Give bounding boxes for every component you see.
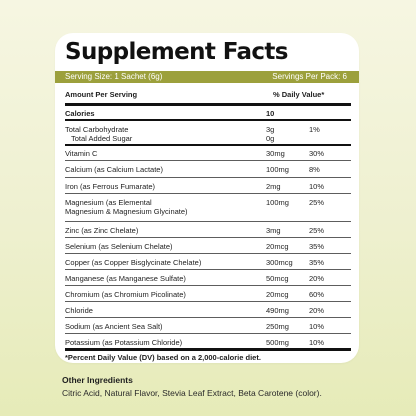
table-row: Copper (as Copper Bisglycinate Chelate) … <box>65 253 351 269</box>
table-row: Selenium (as Selenium Chelate) 20mcg 35% <box>65 237 351 253</box>
nutrient-name: Manganese (as Manganese Sulfate) <box>65 274 186 283</box>
table-row: Vitamin C 30mg 30% <box>65 144 351 160</box>
nutrient-dv: 20% <box>309 274 325 283</box>
carb-amount: 3g <box>266 125 275 134</box>
carb-label: Total Carbohydrate <box>65 125 129 134</box>
table-header-row: Amount Per Serving % Daily Value* <box>65 88 351 100</box>
nutrient-name-cont: Magnesium & Magnesium Glycinate) <box>65 207 188 216</box>
amount-header: Amount Per Serving <box>65 90 138 99</box>
calories-row: Calories 10 <box>65 103 351 119</box>
nutrient-name: Chloride <box>65 306 93 315</box>
table-row: Magnesium (as Elemental Magnesium & Magn… <box>65 193 351 219</box>
table-row: Iron (as Ferrous Fumarate) 2mg 10% <box>65 177 351 193</box>
carb-dv: 1% <box>309 125 320 134</box>
servings-per-pack: Servings Per Pack: 6 <box>272 72 347 81</box>
bottom-rule <box>65 348 351 351</box>
nutrient-amount: 50mcg <box>266 274 289 283</box>
nutrient-name: Calcium (as Calcium Lactate) <box>65 165 163 174</box>
table-row: Potassium (as Potassium Chloride) 500mg … <box>65 333 351 349</box>
nutrient-dv: 10% <box>309 322 325 331</box>
nutrient-amount: 20mcg <box>266 290 289 299</box>
table-row: Sodium (as Ancient Sea Salt) 250mg 10% <box>65 317 351 333</box>
added-sugar-label: Total Added Sugar <box>71 134 133 143</box>
added-sugar-amount: 0g <box>266 134 275 143</box>
nutrient-dv: 20% <box>309 306 325 315</box>
nutrient-name: Sodium (as Ancient Sea Salt) <box>65 322 163 331</box>
nutrient-name: Selenium (as Selenium Chelate) <box>65 242 173 251</box>
nutrient-amount: 300mcg <box>266 258 293 267</box>
nutrient-name: Vitamin C <box>65 149 98 158</box>
nutrient-dv: 10% <box>309 338 325 347</box>
nutrient-amount: 30mg <box>266 149 285 158</box>
nutrient-amount: 490mg <box>266 306 289 315</box>
nutrient-dv: 8% <box>309 165 320 174</box>
nutrient-amount: 100mg <box>266 165 289 174</box>
serving-info-bar: Serving Size: 1 Sachet (6g) Servings Per… <box>55 71 359 83</box>
nutrient-dv: 30% <box>309 149 325 158</box>
nutrient-name: Zinc (as Zinc Chelate) <box>65 226 139 235</box>
serving-size: Serving Size: 1 Sachet (6g) <box>65 72 163 81</box>
nutrient-dv: 35% <box>309 242 325 251</box>
carb-row: Total Carbohydrate 3g 1% Total Added Sug… <box>65 119 351 146</box>
nutrient-amount: 3mg <box>266 226 281 235</box>
other-ingredients-heading: Other Ingredients <box>62 375 133 385</box>
table-row: Chromium (as Chromium Picolinate) 20mcg … <box>65 285 351 301</box>
nutrient-name: Potassium (as Potassium Chloride) <box>65 338 183 347</box>
nutrient-amount: 100mg <box>266 198 289 207</box>
supplement-facts-panel: Supplement Facts Serving Size: 1 Sachet … <box>55 33 359 363</box>
nutrient-amount: 250mg <box>266 322 289 331</box>
nutrient-amount: 500mg <box>266 338 289 347</box>
dv-footnote: *Percent Daily Value (DV) based on a 2,0… <box>65 353 261 362</box>
table-row: Manganese (as Manganese Sulfate) 50mcg 2… <box>65 269 351 285</box>
calories-value: 10 <box>266 109 275 118</box>
nutrient-dv: 60% <box>309 290 325 299</box>
calories-label: Calories <box>65 109 95 118</box>
nutrient-dv: 25% <box>309 198 325 207</box>
nutrient-name: Magnesium (as Elemental <box>65 198 152 207</box>
nutrient-amount: 20mcg <box>266 242 289 251</box>
nutrient-name: Iron (as Ferrous Fumarate) <box>65 182 156 191</box>
panel-title: Supplement Facts <box>65 39 289 65</box>
nutrient-amount: 2mg <box>266 182 281 191</box>
table-row: Chloride 490mg 20% <box>65 301 351 317</box>
nutrient-dv: 10% <box>309 182 325 191</box>
table-row: Zinc (as Zinc Chelate) 3mg 25% <box>65 221 351 237</box>
other-ingredients-text: Citric Acid, Natural Flavor, Stevia Leaf… <box>62 388 322 398</box>
nutrient-dv: 25% <box>309 226 325 235</box>
table-row: Calcium (as Calcium Lactate) 100mg 8% <box>65 160 351 176</box>
nutrient-name: Chromium (as Chromium Picolinate) <box>65 290 186 299</box>
dv-header: % Daily Value* <box>273 90 325 99</box>
nutrient-name: Copper (as Copper Bisglycinate Chelate) <box>65 258 202 267</box>
nutrient-dv: 35% <box>309 258 325 267</box>
